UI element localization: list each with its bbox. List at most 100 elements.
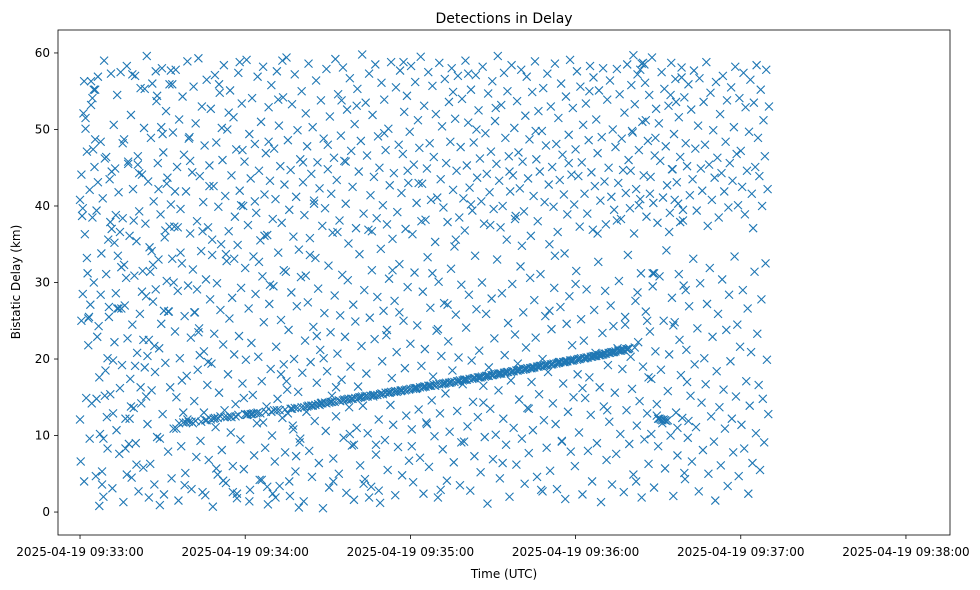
detection-point	[323, 140, 333, 150]
detection-point	[390, 490, 400, 500]
detection-point	[257, 376, 267, 386]
detection-point	[471, 70, 481, 80]
detection-point	[244, 496, 254, 506]
detection-point	[631, 184, 641, 194]
detection-point	[321, 426, 331, 436]
detection-point	[90, 162, 99, 172]
detection-point	[159, 490, 169, 499]
detection-point	[182, 371, 192, 381]
detection-point	[446, 264, 456, 274]
detection-point	[193, 365, 203, 375]
detection-point	[708, 125, 718, 135]
detection-point	[284, 325, 293, 335]
detection-point	[240, 263, 250, 273]
detection-point	[678, 216, 688, 225]
detection-point	[547, 162, 557, 172]
detection-point	[757, 294, 766, 304]
detection-point	[168, 128, 178, 137]
detection-point	[127, 473, 137, 483]
detection-point	[673, 199, 683, 209]
detection-point	[373, 131, 383, 141]
detection-point	[732, 320, 742, 329]
detection-point	[407, 441, 417, 451]
detection-point	[110, 337, 119, 347]
detection-point	[267, 431, 277, 440]
detection-point	[659, 84, 669, 94]
detection-point	[733, 200, 743, 210]
detection-point	[612, 64, 622, 74]
detection-point	[614, 276, 624, 286]
detection-point	[258, 62, 268, 72]
detection-point	[453, 71, 463, 81]
detection-point	[196, 246, 206, 256]
detection-point	[719, 187, 729, 196]
detection-point	[550, 251, 560, 261]
detection-point	[608, 347, 618, 357]
detection-point	[302, 141, 312, 151]
marker-layer	[75, 50, 774, 513]
detection-point	[671, 408, 681, 417]
detection-point	[266, 80, 276, 90]
detection-point	[185, 132, 194, 142]
detection-point	[262, 402, 271, 411]
detection-point	[123, 159, 133, 169]
detection-point	[516, 65, 526, 75]
detection-point	[83, 340, 93, 350]
detection-point	[538, 354, 547, 364]
detection-point	[79, 109, 88, 118]
detection-point	[577, 157, 587, 167]
detection-point	[671, 97, 681, 107]
detection-point	[318, 503, 328, 513]
detection-point	[144, 335, 154, 345]
detection-point	[365, 313, 375, 323]
detection-point	[327, 397, 337, 407]
detection-point	[476, 467, 485, 477]
detection-point	[234, 331, 244, 341]
detection-point	[688, 174, 697, 184]
detection-point	[414, 178, 424, 188]
detection-point	[556, 302, 565, 312]
detection-point	[287, 99, 297, 109]
detection-point	[194, 327, 203, 337]
detection-point	[505, 187, 515, 196]
detection-point	[174, 115, 184, 124]
detection-point	[242, 410, 252, 420]
detection-point	[398, 149, 408, 159]
detection-point	[389, 168, 399, 178]
y-tick-label: 60	[35, 46, 50, 60]
detection-point	[674, 112, 684, 122]
detection-point	[712, 366, 722, 376]
detection-point	[716, 460, 726, 470]
detection-point	[706, 412, 716, 421]
detection-point	[158, 129, 168, 139]
detection-point	[176, 248, 185, 258]
detection-point	[404, 456, 414, 466]
detection-point	[730, 252, 739, 261]
detection-point	[112, 90, 122, 100]
detection-point	[648, 281, 658, 291]
detection-point	[184, 417, 194, 427]
detection-point	[209, 329, 219, 339]
detection-point	[447, 63, 457, 73]
detection-point	[334, 469, 344, 479]
detection-point	[637, 117, 647, 127]
detection-point	[236, 434, 245, 444]
detection-point	[280, 447, 290, 457]
detection-point	[409, 160, 419, 170]
detection-point	[422, 164, 432, 173]
detection-point	[296, 272, 306, 282]
detection-point	[246, 174, 256, 183]
detection-point	[85, 434, 95, 443]
detection-point	[430, 237, 440, 247]
detection-point	[244, 129, 254, 139]
detection-point	[231, 144, 241, 154]
detection-point	[490, 116, 500, 126]
detection-point	[151, 284, 161, 294]
detection-point	[180, 311, 190, 321]
detection-point	[247, 338, 256, 348]
detection-point	[752, 329, 762, 339]
detection-point	[298, 177, 308, 187]
detection-point	[180, 468, 190, 478]
detection-point	[167, 254, 177, 264]
detection-point	[584, 135, 594, 145]
